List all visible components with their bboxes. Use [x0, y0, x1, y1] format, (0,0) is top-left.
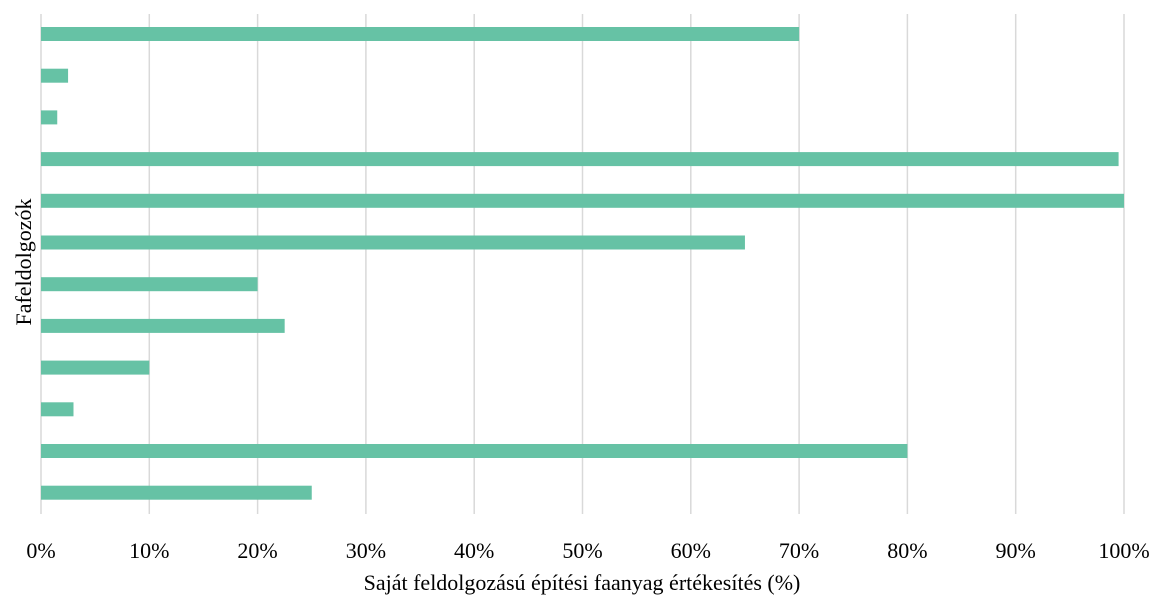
x-tick-label-20: 20% — [237, 538, 277, 563]
grid-lines — [40, 14, 1125, 514]
bar-8 — [41, 318, 285, 333]
bar-11 — [41, 444, 908, 458]
bars — [41, 27, 1124, 500]
bar-2 — [41, 68, 69, 83]
x-tick-labels: 0% 10% 20% 30% 40% 50% 60% 70% 80% 90% 100% — [26, 538, 1149, 563]
x-tick-label-70: 70% — [779, 538, 819, 563]
x-tick-label-100: 100% — [1098, 538, 1149, 563]
x-tick-label-30: 30% — [346, 538, 386, 563]
bar-6 — [41, 235, 745, 250]
bar-9 — [41, 360, 150, 375]
bar-4 — [41, 152, 1119, 167]
bar-3 — [41, 110, 58, 125]
x-tick-label-10: 10% — [129, 538, 169, 563]
x-tick-label-60: 60% — [671, 538, 711, 563]
bar-1 — [41, 27, 800, 41]
bar-7 — [41, 277, 258, 292]
bar-10 — [41, 402, 74, 417]
y-axis-title: Fafeldolgozók — [11, 198, 36, 325]
bar-12 — [41, 485, 312, 500]
x-tick-label-0: 0% — [26, 538, 55, 563]
x-tick-label-50: 50% — [562, 538, 602, 563]
bar-5 — [41, 193, 1124, 208]
x-tick-label-80: 80% — [887, 538, 927, 563]
x-tick-label-90: 90% — [996, 538, 1036, 563]
x-tick-label-40: 40% — [454, 538, 494, 563]
x-axis-title: Saját feldolgozású építési faanyag érték… — [364, 570, 801, 595]
